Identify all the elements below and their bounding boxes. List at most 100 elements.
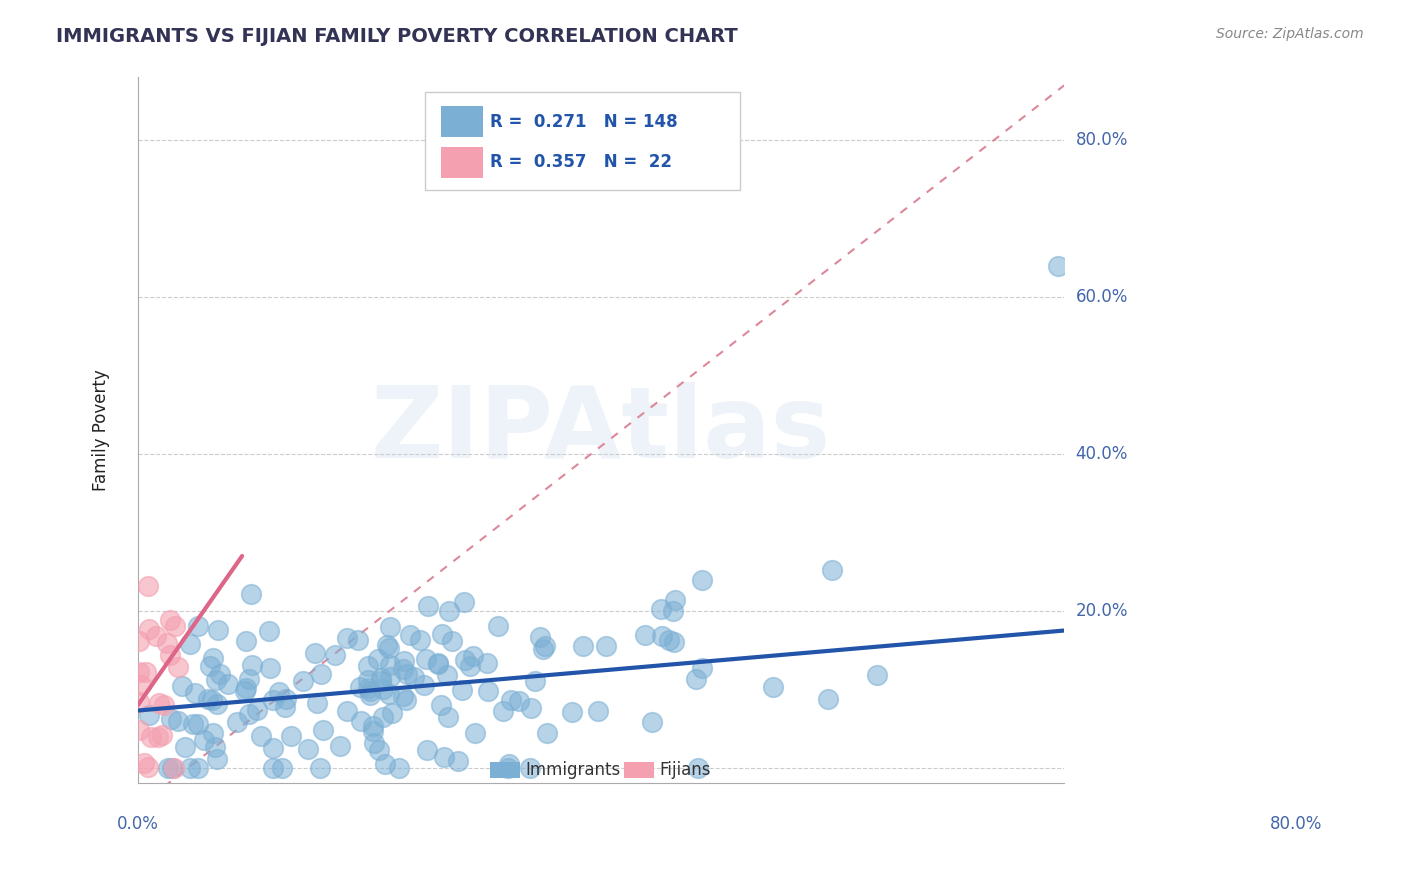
Point xyxy=(201,693,224,707)
Point xyxy=(524,673,547,688)
Point xyxy=(416,743,439,757)
Bar xyxy=(441,106,482,137)
Text: R =  0.271   N = 148: R = 0.271 N = 148 xyxy=(489,113,678,131)
Point xyxy=(170,679,193,693)
Point xyxy=(370,673,392,688)
Point xyxy=(304,646,326,660)
Text: IMMIGRANTS VS FIJIAN FAMILY POVERTY CORRELATION CHART: IMMIGRANTS VS FIJIAN FAMILY POVERTY CORR… xyxy=(56,27,738,45)
Point xyxy=(433,750,456,764)
Point xyxy=(179,637,201,651)
Point xyxy=(501,693,523,707)
Point xyxy=(146,731,169,745)
Point xyxy=(492,705,515,719)
Point xyxy=(392,654,415,668)
Point xyxy=(436,668,458,682)
Point xyxy=(378,687,401,701)
Point xyxy=(561,706,583,720)
Point xyxy=(132,756,155,771)
Point xyxy=(664,593,686,607)
Point xyxy=(217,677,239,691)
Point xyxy=(508,694,530,708)
Point xyxy=(204,739,226,754)
Point xyxy=(437,604,460,618)
Bar xyxy=(441,146,482,178)
Point xyxy=(367,743,389,757)
Point xyxy=(181,717,204,731)
Point xyxy=(136,760,159,774)
Point xyxy=(477,684,499,698)
Point xyxy=(145,629,167,643)
Point xyxy=(128,633,150,648)
Point xyxy=(361,723,384,738)
Point xyxy=(361,719,384,733)
Point xyxy=(821,563,844,577)
Point xyxy=(166,660,188,674)
Point xyxy=(392,690,415,704)
Point xyxy=(371,710,394,724)
Point xyxy=(447,755,470,769)
Point xyxy=(166,714,188,729)
Point xyxy=(156,761,179,775)
Point xyxy=(152,698,174,713)
Point xyxy=(276,692,298,706)
Point xyxy=(416,599,439,613)
Point xyxy=(138,622,160,636)
Text: 20.0%: 20.0% xyxy=(1076,602,1128,620)
Point xyxy=(323,648,346,662)
Point xyxy=(464,726,486,740)
Point xyxy=(259,624,281,638)
Point xyxy=(374,756,396,771)
Point xyxy=(308,761,330,775)
Point xyxy=(380,706,402,720)
Point xyxy=(415,652,437,666)
Point xyxy=(453,595,475,609)
Point xyxy=(437,710,460,724)
Text: Immigrants: Immigrants xyxy=(524,761,620,779)
Point xyxy=(128,665,150,680)
Point xyxy=(536,725,558,739)
Point xyxy=(150,728,173,742)
Point xyxy=(686,761,709,775)
Text: Source: ZipAtlas.com: Source: ZipAtlas.com xyxy=(1216,27,1364,41)
Point xyxy=(519,761,541,775)
Point xyxy=(136,579,159,593)
Point xyxy=(349,680,371,694)
Point xyxy=(432,627,454,641)
Point xyxy=(269,684,291,698)
Point xyxy=(346,632,368,647)
Point xyxy=(336,631,359,645)
Point xyxy=(312,723,335,738)
Point xyxy=(201,650,224,665)
Point xyxy=(651,629,673,643)
Point xyxy=(395,666,418,681)
Point xyxy=(187,717,209,731)
Text: 80.0%: 80.0% xyxy=(1270,815,1322,833)
Point xyxy=(409,633,432,648)
Text: Fijians: Fijians xyxy=(659,761,711,779)
Point xyxy=(207,623,229,637)
Point xyxy=(159,648,181,663)
Point xyxy=(413,678,436,692)
Point xyxy=(262,761,284,775)
Point xyxy=(179,761,201,775)
Point xyxy=(329,739,352,753)
Point xyxy=(440,633,463,648)
Point xyxy=(174,740,197,755)
Point xyxy=(163,761,186,775)
Point xyxy=(297,741,319,756)
Bar xyxy=(489,763,520,778)
Point xyxy=(595,639,617,653)
Point xyxy=(866,667,889,681)
Point xyxy=(273,699,295,714)
Text: Family Poverty: Family Poverty xyxy=(91,369,110,491)
Point xyxy=(359,684,381,698)
Point xyxy=(498,757,520,772)
Text: 80.0%: 80.0% xyxy=(1076,131,1128,149)
Point xyxy=(475,656,498,670)
Point xyxy=(309,667,332,681)
Point xyxy=(160,713,183,727)
Point xyxy=(430,698,453,712)
Point xyxy=(375,638,398,652)
Point xyxy=(634,628,657,642)
Point xyxy=(205,697,228,711)
